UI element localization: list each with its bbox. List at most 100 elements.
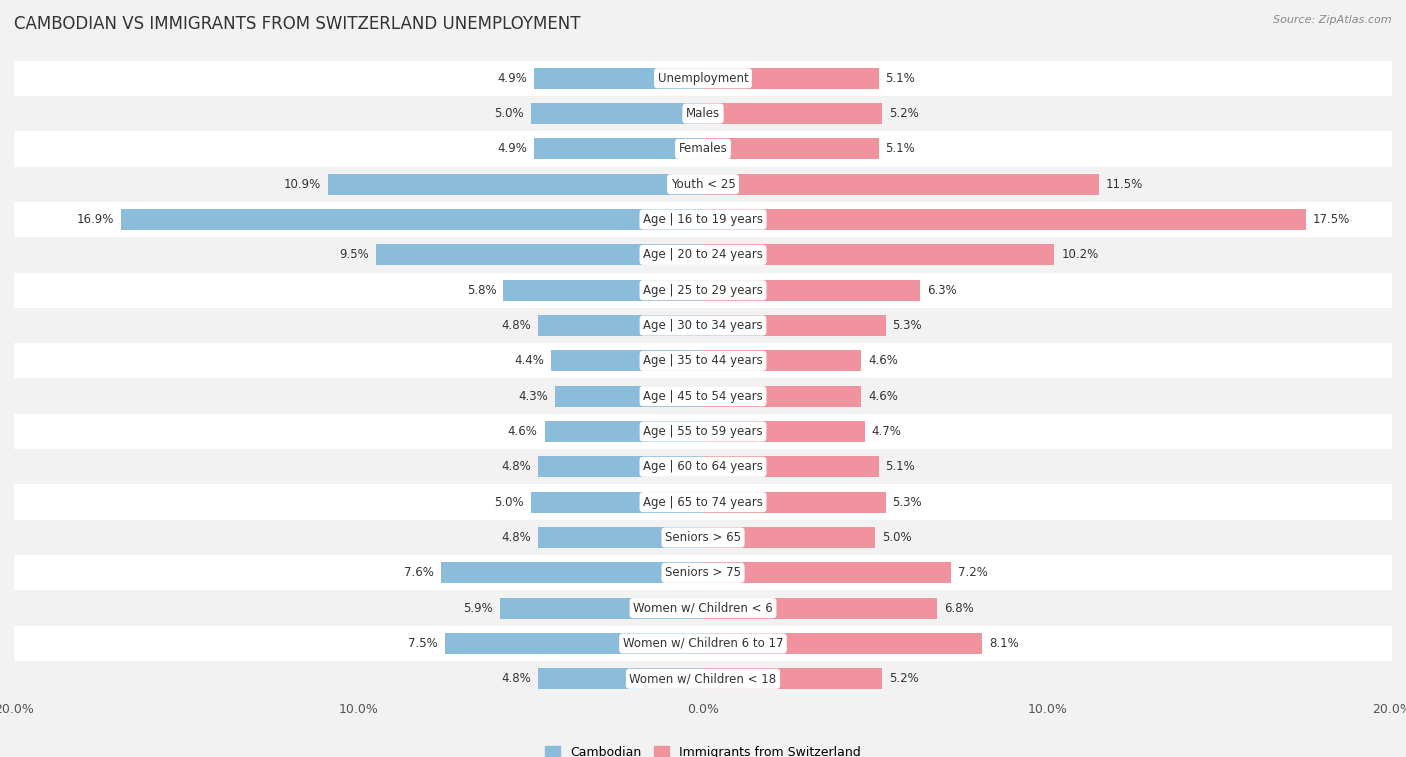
Text: Youth < 25: Youth < 25 <box>671 178 735 191</box>
Text: 4.4%: 4.4% <box>515 354 544 367</box>
Text: Age | 55 to 59 years: Age | 55 to 59 years <box>643 425 763 438</box>
Text: Age | 20 to 24 years: Age | 20 to 24 years <box>643 248 763 261</box>
Bar <box>14 414 1392 449</box>
Bar <box>14 308 1392 343</box>
Bar <box>703 67 879 89</box>
Text: 5.1%: 5.1% <box>886 460 915 473</box>
Text: 9.5%: 9.5% <box>339 248 368 261</box>
Text: Age | 35 to 44 years: Age | 35 to 44 years <box>643 354 763 367</box>
Bar <box>703 597 938 618</box>
Bar <box>375 245 703 266</box>
Bar <box>703 350 862 372</box>
Bar <box>555 385 703 407</box>
Bar <box>703 491 886 512</box>
Bar <box>14 96 1392 131</box>
Bar <box>537 527 703 548</box>
Bar <box>703 421 865 442</box>
Bar <box>503 279 703 301</box>
Bar <box>537 456 703 478</box>
Bar <box>544 421 703 442</box>
Text: 4.6%: 4.6% <box>869 354 898 367</box>
Bar <box>14 343 1392 378</box>
Text: 5.8%: 5.8% <box>467 284 496 297</box>
Bar <box>14 202 1392 237</box>
Text: Women w/ Children < 18: Women w/ Children < 18 <box>630 672 776 685</box>
Text: 5.0%: 5.0% <box>495 496 524 509</box>
Text: Age | 45 to 54 years: Age | 45 to 54 years <box>643 390 763 403</box>
Bar <box>534 139 703 160</box>
Bar <box>14 520 1392 555</box>
Text: Seniors > 65: Seniors > 65 <box>665 531 741 544</box>
Bar <box>499 597 703 618</box>
Text: 4.9%: 4.9% <box>498 72 527 85</box>
Text: Age | 30 to 34 years: Age | 30 to 34 years <box>643 319 763 332</box>
Text: 5.1%: 5.1% <box>886 142 915 155</box>
Bar <box>14 61 1392 96</box>
Bar <box>121 209 703 230</box>
Text: 4.8%: 4.8% <box>501 531 531 544</box>
Bar <box>444 633 703 654</box>
Text: 4.8%: 4.8% <box>501 460 531 473</box>
Text: 5.9%: 5.9% <box>463 602 494 615</box>
Text: 7.5%: 7.5% <box>408 637 437 650</box>
Text: 4.9%: 4.9% <box>498 142 527 155</box>
Text: 6.3%: 6.3% <box>927 284 956 297</box>
Bar <box>703 562 950 584</box>
Bar <box>537 315 703 336</box>
Text: Source: ZipAtlas.com: Source: ZipAtlas.com <box>1274 15 1392 25</box>
Bar <box>703 633 981 654</box>
Text: 6.8%: 6.8% <box>945 602 974 615</box>
Text: 10.2%: 10.2% <box>1062 248 1098 261</box>
Bar <box>14 237 1392 273</box>
Text: 4.6%: 4.6% <box>869 390 898 403</box>
Bar <box>14 378 1392 414</box>
Text: Age | 16 to 19 years: Age | 16 to 19 years <box>643 213 763 226</box>
Text: 16.9%: 16.9% <box>76 213 114 226</box>
Bar <box>441 562 703 584</box>
Bar <box>534 67 703 89</box>
Text: 7.6%: 7.6% <box>405 566 434 579</box>
Text: 4.7%: 4.7% <box>872 425 901 438</box>
Text: 4.6%: 4.6% <box>508 425 537 438</box>
Text: Age | 25 to 29 years: Age | 25 to 29 years <box>643 284 763 297</box>
Text: 4.8%: 4.8% <box>501 319 531 332</box>
Text: Males: Males <box>686 107 720 120</box>
Bar <box>703 245 1054 266</box>
Bar <box>537 668 703 690</box>
Text: 5.3%: 5.3% <box>893 496 922 509</box>
Text: 4.3%: 4.3% <box>519 390 548 403</box>
Bar <box>14 555 1392 590</box>
Bar <box>703 209 1306 230</box>
Bar <box>703 173 1099 195</box>
Bar <box>14 626 1392 661</box>
Text: Age | 65 to 74 years: Age | 65 to 74 years <box>643 496 763 509</box>
Text: Unemployment: Unemployment <box>658 72 748 85</box>
Bar <box>328 173 703 195</box>
Text: 10.9%: 10.9% <box>284 178 321 191</box>
Text: 8.1%: 8.1% <box>988 637 1019 650</box>
Bar <box>531 103 703 124</box>
Text: CAMBODIAN VS IMMIGRANTS FROM SWITZERLAND UNEMPLOYMENT: CAMBODIAN VS IMMIGRANTS FROM SWITZERLAND… <box>14 15 581 33</box>
Bar <box>703 385 862 407</box>
Bar <box>551 350 703 372</box>
Text: 17.5%: 17.5% <box>1313 213 1350 226</box>
Text: Females: Females <box>679 142 727 155</box>
Text: Age | 60 to 64 years: Age | 60 to 64 years <box>643 460 763 473</box>
Text: 5.3%: 5.3% <box>893 319 922 332</box>
Bar <box>703 139 879 160</box>
Bar <box>14 590 1392 626</box>
Bar <box>14 167 1392 202</box>
Bar <box>14 131 1392 167</box>
Bar <box>703 279 920 301</box>
Bar <box>703 315 886 336</box>
Text: 4.8%: 4.8% <box>501 672 531 685</box>
Text: Women w/ Children 6 to 17: Women w/ Children 6 to 17 <box>623 637 783 650</box>
Bar <box>703 668 882 690</box>
Bar <box>14 661 1392 696</box>
Text: 5.2%: 5.2% <box>889 672 918 685</box>
Bar <box>14 484 1392 520</box>
Bar <box>703 103 882 124</box>
Bar <box>14 273 1392 308</box>
Text: 5.0%: 5.0% <box>882 531 911 544</box>
Legend: Cambodian, Immigrants from Switzerland: Cambodian, Immigrants from Switzerland <box>540 741 866 757</box>
